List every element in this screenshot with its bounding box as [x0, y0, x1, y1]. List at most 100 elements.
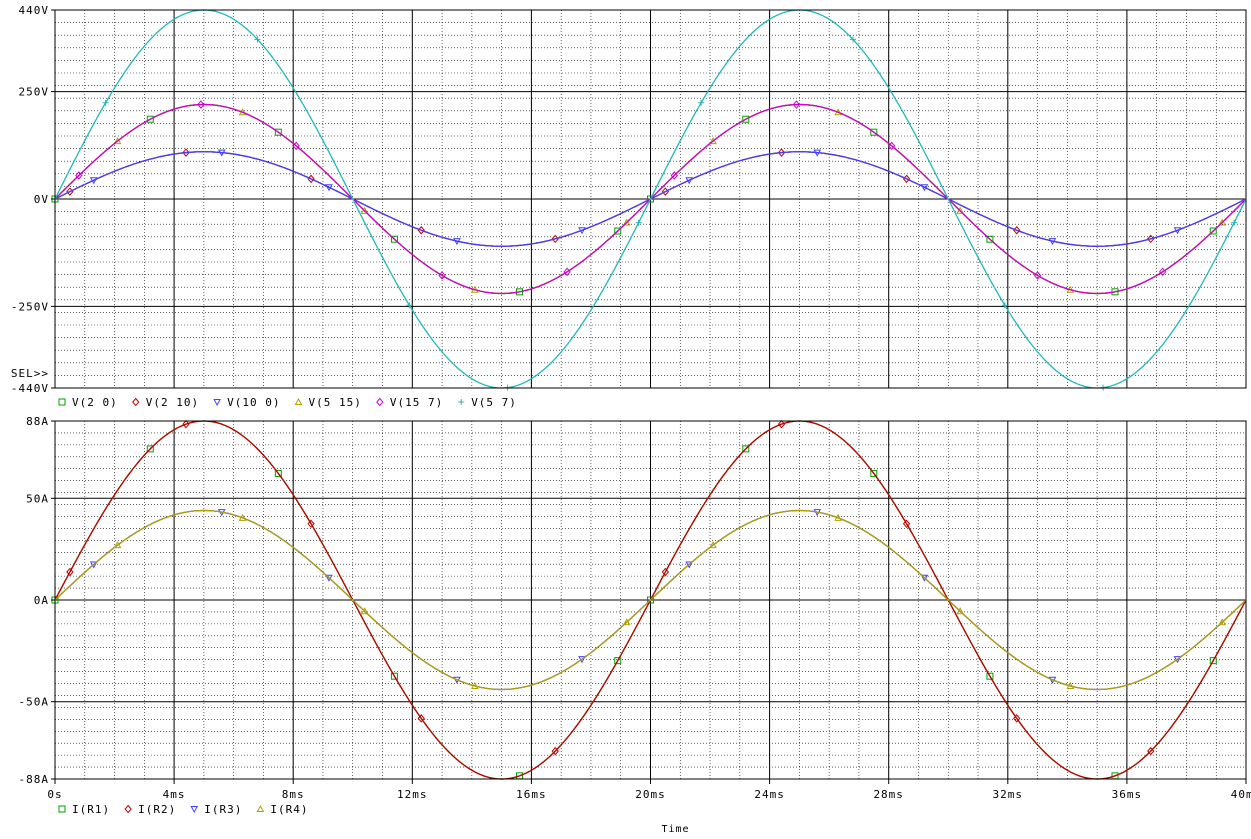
current-legend: I(R1) I(R2) I(R3) I(R4): [58, 803, 308, 816]
current-trace-3-marker: [360, 607, 369, 615]
legend-entry: I(R1): [58, 803, 109, 816]
current-trace-1-marker: [1147, 746, 1155, 756]
voltage-y-axis: 440V 250V 0V -250V -440V: [11, 4, 55, 395]
current-trace-0-marker: [146, 445, 154, 453]
legend-entry: V(5 7): [458, 396, 516, 409]
voltage-trace-3-marker: [956, 206, 965, 214]
legend-label: V(10 0): [227, 396, 280, 409]
x-tick-label: 24ms: [754, 788, 785, 801]
current-trace-1-marker: [1013, 714, 1021, 723]
current-trace-3-marker: [834, 513, 842, 521]
x-tick-label: 36ms: [1112, 788, 1143, 801]
x-tick-label: 28ms: [873, 788, 904, 801]
current-plot-panel[interactable]: 88A 50A 0A -50A -88A 0s 4ms 8ms 12ms 16ms 20ms 24m…: [19, 415, 1251, 835]
legend-entry: I(R2): [124, 803, 175, 816]
current-traces: [51, 419, 1247, 780]
voltage-trace-5-marker: [698, 99, 705, 106]
x-tick-label: 4ms: [163, 788, 186, 801]
voltage-trace-3-marker: [709, 137, 717, 145]
current-y-axis: 88A 50A 0A -50A -88A: [19, 415, 55, 786]
x-tick-label: 12ms: [397, 788, 428, 801]
current-trace-1-marker: [902, 519, 911, 529]
voltage-trace-2-marker: [89, 177, 98, 185]
current-trace-2-marker: [578, 656, 586, 664]
x-tick-label: 0s: [47, 788, 62, 801]
voltage-trace-0-marker: [742, 115, 750, 123]
voltage-trace-4-marker: [1033, 271, 1042, 280]
current-y-tick-label: 88A: [26, 415, 49, 428]
current-trace-2-marker: [685, 561, 694, 569]
legend-entry: V(2 0): [58, 396, 118, 409]
current-trace-1-marker: [66, 567, 74, 577]
voltage-trace-0-marker: [986, 235, 994, 243]
voltage-trace-4-marker: [1158, 267, 1167, 277]
current-trace-1-marker: [182, 419, 190, 429]
x-tick-label: 20ms: [635, 788, 666, 801]
current-trace-3-marker: [1066, 681, 1075, 689]
voltage-traces: [51, 9, 1247, 391]
legend-label: V(2 0): [72, 396, 118, 409]
legend-label: I(R3): [204, 803, 242, 816]
voltage-trace-4-marker: [563, 267, 571, 277]
current-grid: [55, 421, 1246, 779]
voltage-y-tick-label: 0V: [34, 193, 49, 206]
voltage-trace-2-marker: [920, 184, 929, 192]
current-trace-3-marker: [113, 541, 122, 549]
legend-label: V(15 7): [390, 396, 443, 409]
legend-entry: V(10 0): [213, 396, 280, 409]
voltage-trace-5-marker: [635, 219, 642, 226]
current-trace-2-marker: [325, 574, 333, 582]
legend-entry: V(15 7): [376, 396, 443, 409]
x-tick-label: 40ms: [1231, 788, 1251, 801]
legend-entry: V(2 10): [132, 396, 199, 409]
voltage-trace-3-marker: [1218, 218, 1227, 226]
voltage-trace-4-marker: [792, 100, 801, 109]
current-trace-3-marker: [470, 681, 479, 689]
current-y-tick-label: -50A: [19, 696, 50, 709]
legend-marker: [124, 804, 132, 814]
voltage-trace-2-marker: [217, 149, 226, 157]
current-y-tick-label: 50A: [26, 492, 49, 505]
current-trace-0-marker: [870, 469, 878, 477]
time-axis: 0s 4ms 8ms 12ms 16ms 20ms 24ms 28ms 32ms 36ms 40ms: [47, 779, 1251, 801]
legend-label: V(5 15): [308, 396, 361, 409]
current-trace-1-marker: [307, 519, 315, 529]
current-trace-1-marker: [417, 714, 425, 723]
voltage-trace-2-marker: [578, 227, 586, 235]
current-y-tick-label: 0A: [34, 594, 49, 607]
current-trace-0-marker: [274, 469, 282, 477]
current-trace-3-marker: [622, 618, 631, 626]
voltage-trace-2-marker: [325, 184, 333, 192]
legend-label: V(2 10): [146, 396, 199, 409]
voltage-trace-5-marker: [1231, 219, 1238, 226]
voltage-trace-3-marker: [360, 206, 369, 214]
voltage-trace-5: [54, 9, 1247, 389]
legend-entry: I(R3): [190, 803, 242, 816]
voltage-y-tick-label: -250V: [11, 300, 49, 313]
legend-entry: V(5 15): [294, 396, 361, 409]
voltage-plot-panel[interactable]: 440V 250V 0V -250V -440V SEL>> V(2 0) V(2 10)…: [11, 4, 1247, 409]
current-trace-2-marker: [1173, 656, 1182, 664]
legend-marker: [190, 806, 199, 814]
current-trace-0-marker: [1209, 657, 1217, 665]
voltage-trace-5-marker: [1001, 302, 1008, 309]
current-trace-3-marker: [956, 607, 965, 615]
legend-marker: [294, 397, 303, 405]
legend-marker: [58, 398, 66, 406]
current-trace-2-marker: [920, 574, 929, 582]
voltage-trace-5-marker: [849, 36, 856, 43]
current-trace-1-marker: [777, 419, 786, 429]
legend-marker: [256, 804, 265, 812]
current-trace-0-marker: [614, 657, 622, 665]
voltage-trace-0-marker: [614, 227, 622, 235]
current-y-tick-label: -88A: [19, 773, 50, 786]
voltage-trace-4-marker: [438, 271, 446, 280]
x-axis-title: Time: [661, 824, 689, 835]
voltage-trace-2-marker: [813, 149, 822, 157]
voltage-trace-0-marker: [390, 235, 398, 243]
voltage-trace-5-marker: [406, 302, 413, 309]
voltage-y-tick-label: -440V: [11, 382, 49, 395]
voltage-trace-0-marker: [274, 128, 282, 136]
